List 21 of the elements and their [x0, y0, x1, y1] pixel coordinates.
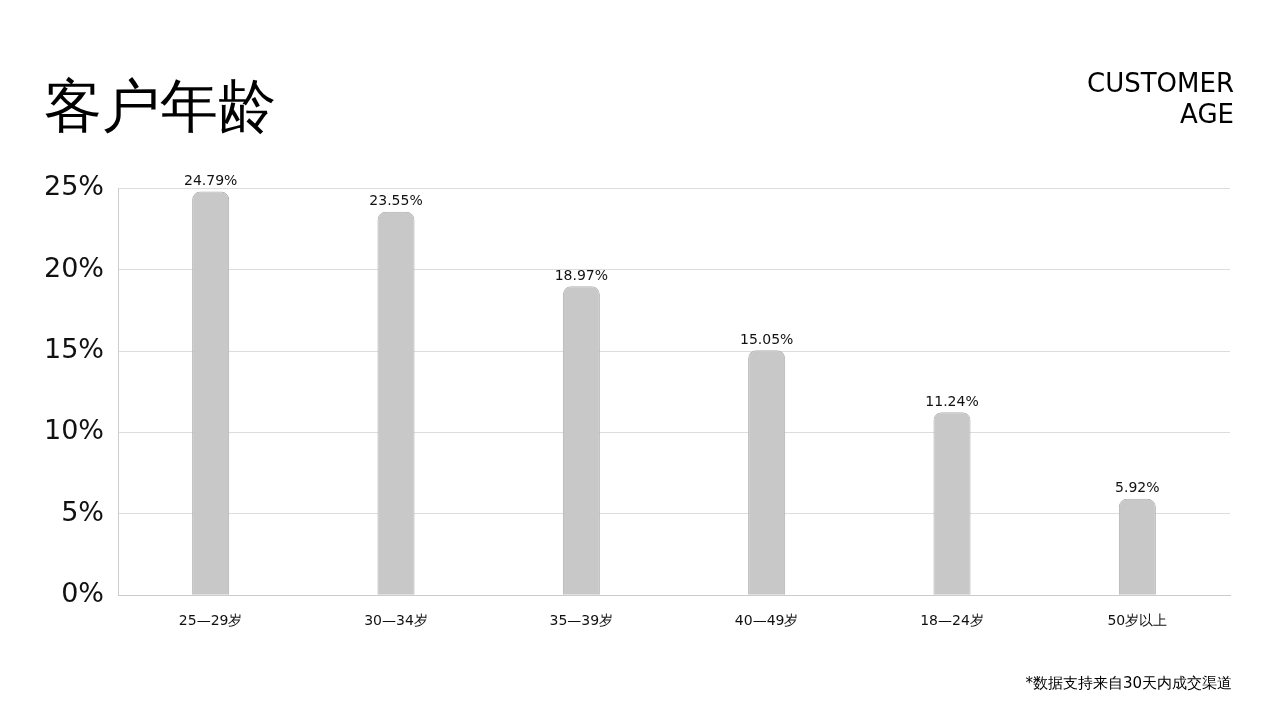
x-tick-label: 50岁以上: [1107, 612, 1168, 629]
data-label: 11.24%: [925, 392, 979, 409]
y-tick-label: 5%: [61, 495, 105, 527]
x-tick-label: 35—39岁: [549, 612, 614, 629]
chart-title: 客户年龄: [44, 71, 276, 142]
y-tick-label: 25%: [44, 170, 105, 202]
y-tick-label: 10%: [44, 414, 105, 446]
x-tick-label: 40—49岁: [734, 612, 799, 629]
x-tick-label: 18—24岁: [920, 612, 984, 629]
y-tick-label: 15%: [44, 333, 105, 365]
data-label: 23.55%: [369, 192, 423, 209]
data-label: 15.05%: [739, 330, 794, 347]
x-tick-label: 25—29岁: [178, 612, 243, 629]
data-label: 18.97%: [554, 267, 609, 284]
data-label: 24.79%: [183, 172, 238, 189]
y-tick-label: 0%: [61, 577, 105, 609]
chart-subtitle: CUSTOMER AGE: [1086, 68, 1234, 130]
text: *数据支持来自30天内成交渠道: [1025, 674, 1232, 693]
y-tick-label: 20%: [44, 251, 105, 283]
data-label: 5.92%: [1115, 479, 1160, 496]
x-tick-label: 30—34岁: [364, 612, 428, 629]
